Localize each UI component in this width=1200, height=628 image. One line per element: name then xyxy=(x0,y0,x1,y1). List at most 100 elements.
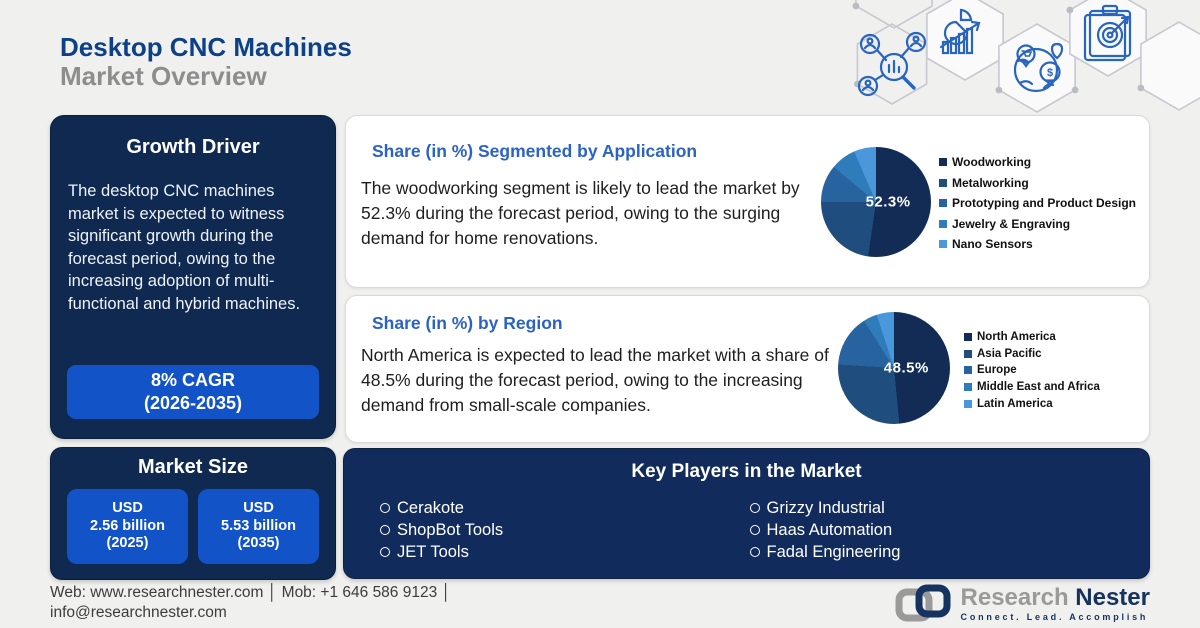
key-player-item: JET Tools xyxy=(380,541,750,563)
legend-item: Latin America xyxy=(964,395,1100,412)
year-2035: (2035) xyxy=(237,535,280,552)
brand-words: Research Nester Connect. Lead. Accomplis… xyxy=(961,585,1150,622)
market-size-2035: USD 5.53 billion (2035) xyxy=(198,489,319,564)
legend-swatch xyxy=(939,199,947,208)
currency-label: USD xyxy=(112,500,143,517)
key-player-item: Cerakote xyxy=(380,497,750,519)
year-2025: (2025) xyxy=(106,535,149,552)
page-subtitle: Market Overview xyxy=(60,61,267,91)
hexagon-decoration: $ xyxy=(852,0,1200,113)
cagr-period: (2026-2035) xyxy=(143,393,243,413)
application-legend: Woodworking Metalworking Prototyping and P… xyxy=(939,152,1136,255)
growth-driver-body: The desktop CNC machines market is expec… xyxy=(68,182,301,313)
key-players-panel: Key Players in the Market Cerakote ShopBo… xyxy=(343,448,1150,579)
audience-research-icon xyxy=(857,31,927,97)
application-pie-chart: 52.3% xyxy=(821,147,931,257)
hexagon-dots xyxy=(852,2,1145,94)
key-player-name: Grizzy Industrial xyxy=(766,498,885,517)
circle-bullet-icon xyxy=(380,525,390,535)
key-player-item: Grizzy Industrial xyxy=(749,497,1120,519)
legend-label: Woodworking xyxy=(952,155,1032,170)
region-pie-chart: 48.5% xyxy=(838,312,950,424)
brand-tagline: Connect. Lead. Accomplish xyxy=(960,611,1149,622)
contact-line-1: Web: www.researchnester.com │ Mob: +1 64… xyxy=(50,584,452,601)
region-pie-value: 48.5% xyxy=(883,359,929,377)
key-player-name: ShopBot Tools xyxy=(397,520,504,539)
key-player-item: Fadal Engineering xyxy=(749,541,1120,563)
legend-label: Middle East and Africa xyxy=(977,381,1100,394)
market-target-icon xyxy=(1083,4,1132,62)
page-title: Desktop CNC Machines xyxy=(60,32,352,62)
key-players-heading: Key Players in the Market xyxy=(631,461,862,482)
circle-bullet-icon xyxy=(380,503,390,513)
legend-label: Europe xyxy=(977,364,1017,377)
growth-driver-panel: Growth Driver The desktop CNC machines m… xyxy=(50,115,336,439)
legend-swatch xyxy=(939,178,947,187)
key-player-name: JET Tools xyxy=(397,542,469,561)
currency-label: USD xyxy=(243,500,274,517)
application-share-title: Share (in %) Segmented by Application xyxy=(372,141,698,161)
growth-analytics-icon xyxy=(939,8,981,55)
growth-driver-heading: Growth Driver xyxy=(126,136,260,158)
legend-label: Jewelry & Engraving xyxy=(952,216,1071,231)
legend-item: Jewelry & Engraving xyxy=(939,214,1136,235)
key-player-item: ShopBot Tools xyxy=(380,519,750,541)
key-players-columns: Cerakote ShopBot Tools JET Tools Grizzy In… xyxy=(380,497,1119,563)
legend-item: Prototyping and Product Design xyxy=(939,193,1136,214)
market-size-tiles: USD 2.56 billion (2025) USD 5.53 billion… xyxy=(67,489,319,564)
contact-info: Web: www.researchnester.com │ Mob: +1 64… xyxy=(50,583,451,623)
key-players-column-2: Grizzy Industrial Haas Automation Fadal En… xyxy=(749,497,1120,563)
header: Desktop CNC Machines Market Overview xyxy=(60,33,352,91)
global-market-icon: $ xyxy=(1013,42,1064,93)
key-player-item: Haas Automation xyxy=(749,519,1120,541)
legend-item: North America xyxy=(964,329,1100,346)
legend-item: Europe xyxy=(964,362,1100,379)
key-players-column-1: Cerakote ShopBot Tools JET Tools xyxy=(380,497,750,563)
cagr-badge: 8% CAGR (2026-2035) xyxy=(67,365,319,419)
legend-swatch xyxy=(939,240,947,249)
key-player-name: Haas Automation xyxy=(766,520,893,539)
circle-bullet-icon xyxy=(749,547,760,557)
circle-bullet-icon xyxy=(749,525,760,535)
market-size-heading: Market Size xyxy=(137,456,249,478)
legend-label: North America xyxy=(977,331,1056,344)
key-player-name: Fadal Engineering xyxy=(766,542,901,561)
legend-item: Middle East and Africa xyxy=(964,379,1100,396)
brand-name-nester: Nester xyxy=(1075,583,1150,611)
legend-swatch xyxy=(964,349,972,358)
circle-bullet-icon xyxy=(380,547,390,557)
legend-swatch xyxy=(964,366,972,375)
market-size-2025: USD 2.56 billion (2025) xyxy=(67,489,188,564)
legend-item: Nano Sensors xyxy=(939,234,1136,255)
brand-name-research: Research xyxy=(960,583,1069,611)
brand-name: Research Nester xyxy=(961,585,1150,610)
application-share-panel: Share (in %) Segmented by Application Th… xyxy=(345,115,1150,288)
legend-label: Metalworking xyxy=(952,175,1029,190)
application-share-body: The woodworking segment is likely to lea… xyxy=(361,178,800,248)
legend-swatch xyxy=(964,383,972,392)
region-share-title: Share (in %) by Region xyxy=(372,313,563,333)
legend-label: Asia Pacific xyxy=(977,347,1042,360)
legend-swatch xyxy=(939,219,947,228)
region-share-body: North America is expected to lead the ma… xyxy=(361,345,829,415)
brand-logo: Research Nester Connect. Lead. Accomplis… xyxy=(894,583,1150,623)
value-2025: 2.56 billion xyxy=(90,517,165,534)
legend-label: Prototyping and Product Design xyxy=(952,196,1137,211)
legend-label: Latin America xyxy=(977,397,1053,410)
legend-swatch xyxy=(964,333,972,342)
legend-item: Woodworking xyxy=(939,152,1136,173)
brand-logo-icon xyxy=(895,584,951,622)
application-pie-value: 52.3% xyxy=(865,193,911,211)
legend-item: Metalworking xyxy=(939,173,1136,194)
market-size-panel: Market Size USD 2.56 billion (2025) USD … xyxy=(50,447,336,580)
cagr-value: 8% CAGR xyxy=(150,370,235,390)
key-player-name: Cerakote xyxy=(397,498,464,517)
legend-label: Nano Sensors xyxy=(952,237,1033,252)
region-share-panel: Share (in %) by Region North America is … xyxy=(345,295,1150,443)
svg-text:$: $ xyxy=(1047,67,1053,79)
circle-bullet-icon xyxy=(749,503,760,513)
legend-swatch xyxy=(964,399,972,408)
value-2035: 5.53 billion xyxy=(221,517,296,534)
legend-swatch xyxy=(939,158,947,167)
